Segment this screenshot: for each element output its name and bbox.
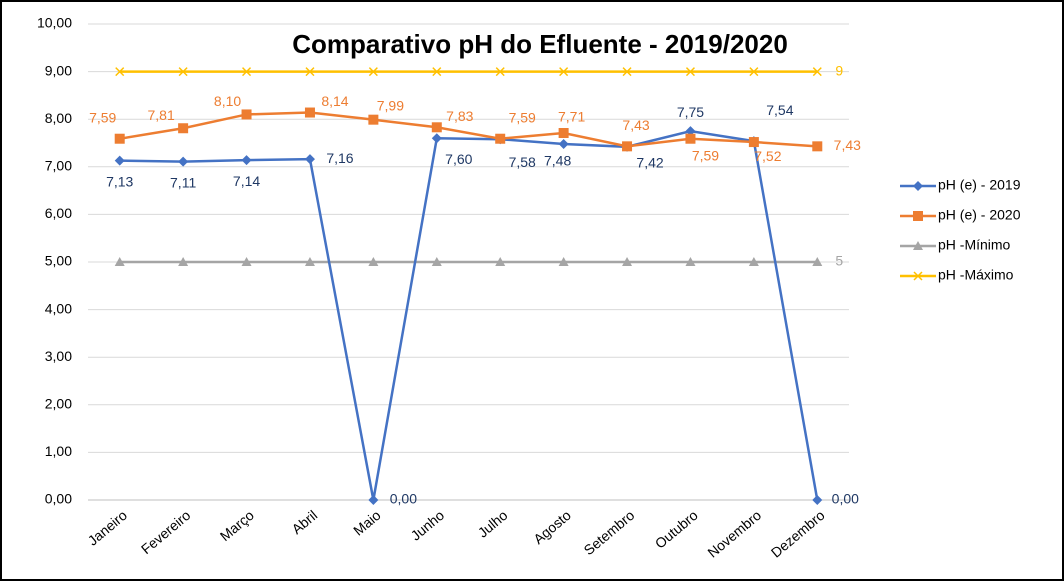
data-label: 7,11 — [170, 174, 196, 190]
marker — [178, 156, 189, 167]
marker — [812, 67, 822, 77]
data-label: 7,42 — [636, 155, 663, 171]
y-tick-label: 9,00 — [45, 62, 72, 78]
data-label: 7,48 — [544, 153, 571, 169]
marker — [685, 67, 695, 77]
marker — [431, 122, 442, 133]
marker — [558, 257, 569, 266]
data-label: 7,52 — [754, 148, 781, 164]
marker — [178, 123, 189, 134]
data-label: 7,58 — [509, 154, 536, 170]
marker — [913, 271, 923, 281]
marker — [913, 241, 923, 250]
marker — [368, 495, 379, 505]
marker — [431, 133, 442, 144]
data-label: 7,83 — [446, 108, 473, 124]
data-label: 7,81 — [148, 107, 175, 123]
marker — [368, 67, 378, 77]
marker — [115, 67, 125, 77]
marker — [685, 257, 696, 266]
y-tick-label: 1,00 — [45, 443, 72, 459]
y-tick-label: 0,00 — [45, 491, 72, 507]
data-label: 7,16 — [326, 150, 353, 166]
data-label: 7,99 — [377, 97, 404, 113]
data-label: 7,59 — [692, 147, 719, 163]
data-label: 0,00 — [832, 491, 859, 507]
data-label: 7,59 — [89, 109, 116, 125]
data-label: 5 — [835, 253, 843, 269]
marker — [368, 257, 379, 266]
marker — [368, 114, 379, 125]
marker — [913, 211, 923, 221]
y-tick-label: 3,00 — [45, 348, 72, 364]
legend-label: pH -Mínimo — [938, 237, 1011, 253]
y-tick-label: 7,00 — [45, 158, 72, 174]
marker — [913, 181, 923, 191]
marker — [748, 137, 759, 148]
marker — [558, 128, 569, 139]
data-label: 7,43 — [834, 137, 861, 153]
data-label: 7,13 — [106, 173, 133, 189]
marker — [622, 141, 633, 152]
marker — [241, 257, 252, 266]
legend-label: pH -Máximo — [938, 267, 1014, 283]
legend-label: pH (e) - 2019 — [938, 177, 1021, 193]
data-label: 8,14 — [321, 93, 348, 109]
marker — [305, 67, 315, 77]
marker — [558, 138, 569, 149]
y-tick-label: 4,00 — [45, 300, 72, 316]
marker — [431, 257, 442, 266]
marker — [178, 257, 189, 266]
chart-title: Comparativo pH do Efluente - 2019/2020 — [292, 29, 788, 59]
marker — [495, 257, 506, 266]
series-line — [119, 111, 818, 148]
legend-label: pH (e) - 2020 — [938, 207, 1021, 223]
marker — [241, 109, 252, 120]
y-tick-label: 2,00 — [45, 396, 72, 412]
marker — [685, 126, 696, 137]
data-label: 7,60 — [445, 151, 472, 167]
marker — [812, 257, 823, 266]
series-line — [119, 129, 819, 501]
marker — [812, 495, 823, 505]
marker — [304, 154, 315, 165]
marker — [304, 257, 315, 266]
data-label: 9 — [835, 62, 843, 78]
marker — [242, 67, 252, 77]
marker — [495, 67, 505, 77]
marker — [114, 133, 125, 144]
y-tick-label: 6,00 — [45, 205, 72, 221]
y-tick-label: 5,00 — [45, 253, 72, 269]
marker — [114, 155, 125, 166]
data-label: 7,59 — [509, 109, 536, 125]
marker — [114, 257, 125, 266]
marker — [432, 67, 442, 77]
y-tick-label: 10,00 — [37, 15, 72, 31]
marker — [241, 155, 252, 166]
data-label: 7,14 — [233, 173, 260, 189]
marker — [559, 67, 569, 77]
marker — [749, 67, 759, 77]
marker — [622, 67, 632, 77]
marker — [178, 67, 188, 77]
data-label: 7,71 — [558, 109, 585, 125]
data-label: 7,54 — [766, 102, 793, 118]
marker — [622, 257, 633, 266]
data-label: 7,75 — [677, 104, 704, 120]
marker — [685, 133, 696, 144]
marker — [495, 133, 506, 144]
y-tick-label: 8,00 — [45, 110, 72, 126]
data-label: 7,43 — [622, 117, 649, 133]
data-label: 0,00 — [390, 491, 417, 507]
marker — [812, 141, 823, 152]
data-label: 8,10 — [214, 93, 241, 109]
marker — [748, 257, 759, 266]
marker — [304, 107, 315, 118]
